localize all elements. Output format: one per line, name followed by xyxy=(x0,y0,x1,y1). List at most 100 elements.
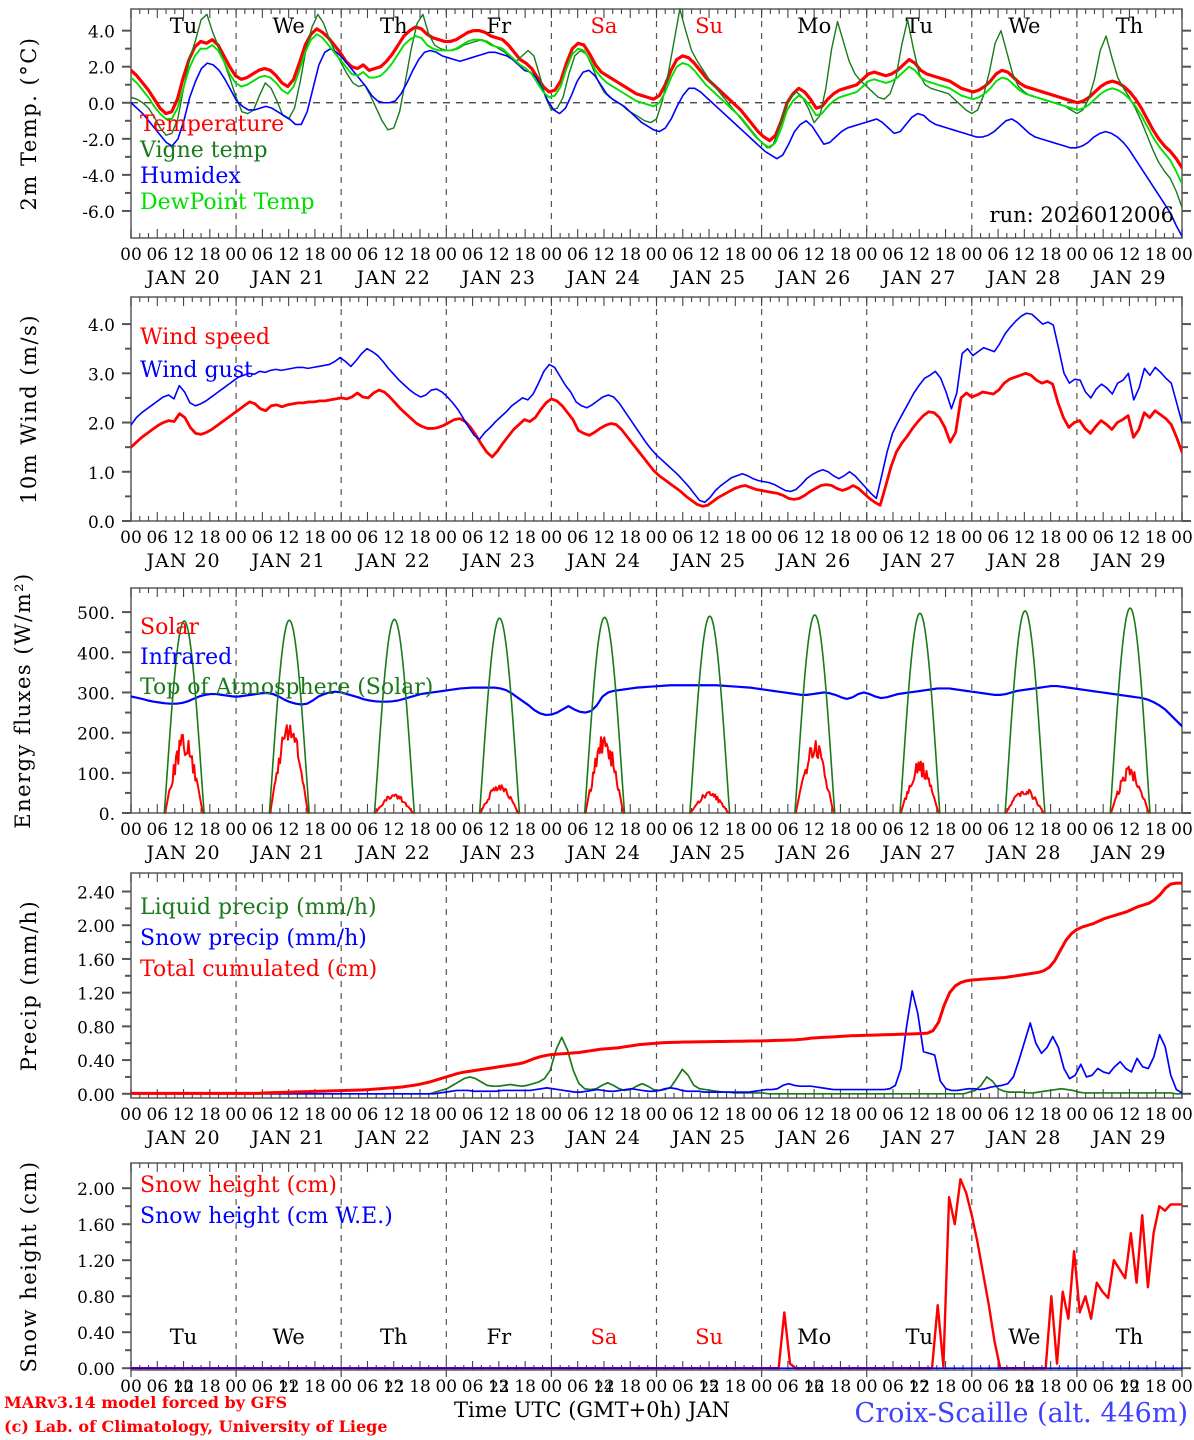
precip-legend-0: Liquid precip (mm/h) xyxy=(140,895,377,920)
x-hour-label: 00 xyxy=(435,528,457,548)
x-hour-label: 18 xyxy=(199,245,221,265)
x-hour-label: 06 xyxy=(252,528,274,548)
x-hour-label: 00 xyxy=(541,245,563,265)
x-hour-label: 00 xyxy=(541,820,563,840)
x-hour-label: 00 xyxy=(646,1105,668,1125)
x-hour-label: 00 xyxy=(751,528,773,548)
x-hour-label: 00 xyxy=(330,1377,352,1397)
x-hour-label: 06 xyxy=(357,245,379,265)
site-label: Croix-Scaille (alt. 446m) xyxy=(855,1398,1188,1429)
x-hour-label: 18 xyxy=(1145,528,1167,548)
x-day-label: JAN 26 xyxy=(775,842,851,864)
energy_fluxes-series-2-line xyxy=(163,607,1151,814)
snow_height-ytick-label: 0.00 xyxy=(77,1360,115,1380)
x-hour-label: 00 xyxy=(1066,245,1088,265)
temperature-legend-2: Humidex xyxy=(140,164,241,189)
x-hour-label: 18 xyxy=(514,528,536,548)
temperature-ytick-label: -6.0 xyxy=(82,203,115,223)
x-hour-label: 00 xyxy=(120,1105,142,1125)
dow-label-temp-4: Sa xyxy=(590,14,617,38)
x-day-label: JAN 21 xyxy=(250,550,326,572)
temperature-series-2-line xyxy=(131,47,1182,237)
x-hour-label: 06 xyxy=(146,1377,168,1397)
x-hour-label: 18 xyxy=(830,1105,852,1125)
x-hour-label: 06 xyxy=(357,820,379,840)
x-hour-label: 18 xyxy=(1040,820,1062,840)
x-hour-label: 18 xyxy=(199,1377,221,1397)
x-hour-label: 06 xyxy=(146,820,168,840)
x-hour-label: 06 xyxy=(777,1377,799,1397)
snow-day-number-2: 22 xyxy=(384,1378,403,1396)
snow_height-legend-0: Snow height (cm) xyxy=(140,1173,337,1198)
dow-label-snow-6: Mo xyxy=(797,1325,831,1349)
snow-day-number-9: 29 xyxy=(1120,1378,1139,1396)
x-day-label: JAN 22 xyxy=(355,842,431,864)
dow-label-snow-2: Th xyxy=(380,1325,408,1349)
snow_height-ytick-label: 0.80 xyxy=(77,1288,115,1308)
x-hour-label: 12 xyxy=(593,528,615,548)
wind-ytick-label: 3.0 xyxy=(88,365,115,385)
energy_fluxes-ytick-label: 500. xyxy=(77,604,115,624)
x-hour-label: 06 xyxy=(462,1377,484,1397)
x-day-label: JAN 25 xyxy=(670,267,746,289)
x-hour-label: 12 xyxy=(1119,528,1141,548)
energy_fluxes-ytick-label: 0. xyxy=(99,805,115,825)
temperature-legend-1: Vigne temp xyxy=(139,138,268,163)
x-hour-label: 00 xyxy=(856,528,878,548)
x-hour-label: 12 xyxy=(383,1105,405,1125)
x-hour-label: 18 xyxy=(619,528,641,548)
x-day-label: JAN 23 xyxy=(460,550,536,572)
x-hour-label: 12 xyxy=(1014,820,1036,840)
precip-legend-1: Snow precip (mm/h) xyxy=(140,926,367,951)
dow-label-temp-6: Mo xyxy=(797,14,831,38)
snow-day-number-4: 24 xyxy=(594,1378,613,1396)
x-hour-label: 18 xyxy=(1145,1377,1167,1397)
snow_height-ytick-label: 0.40 xyxy=(77,1324,115,1344)
x-hour-label: 12 xyxy=(698,1105,720,1125)
x-hour-label: 00 xyxy=(435,245,457,265)
x-hour-label: 00 xyxy=(646,528,668,548)
temperature-series-0-line xyxy=(131,25,1182,170)
temperature-ytick-label: 4.0 xyxy=(88,23,115,43)
x-hour-label: 12 xyxy=(383,245,405,265)
x-hour-label: 18 xyxy=(1145,1105,1167,1125)
x-hour-label: 06 xyxy=(672,245,694,265)
x-hour-label: 18 xyxy=(1040,528,1062,548)
x-hour-label: 18 xyxy=(619,245,641,265)
x-hour-label: 12 xyxy=(803,528,825,548)
x-day-label: JAN 25 xyxy=(670,1127,746,1149)
x-hour-label: 06 xyxy=(567,820,589,840)
x-hour-label: 00 xyxy=(541,1105,563,1125)
x-day-label: JAN 24 xyxy=(565,1127,641,1149)
x-hour-label: 18 xyxy=(199,1105,221,1125)
x-hour-label: 00 xyxy=(751,1377,773,1397)
x-hour-label: 18 xyxy=(619,1377,641,1397)
x-hour-label: 18 xyxy=(725,528,747,548)
x-hour-label: 06 xyxy=(987,1377,1009,1397)
x-hour-label: 18 xyxy=(409,820,431,840)
x-hour-label: 18 xyxy=(409,1105,431,1125)
x-hour-label: 06 xyxy=(882,528,904,548)
x-hour-label: 00 xyxy=(751,245,773,265)
x-hour-label: 00 xyxy=(541,1377,563,1397)
temperature-ytick-label: -2.0 xyxy=(82,131,115,151)
x-hour-label: 00 xyxy=(225,820,247,840)
snow_height-y-axis-label: Snow height (cm) xyxy=(17,1160,41,1372)
x-hour-label: 12 xyxy=(803,1377,825,1397)
x-hour-label: 00 xyxy=(1171,1105,1193,1125)
wind-series-1-line xyxy=(131,312,1182,504)
x-day-label: JAN 26 xyxy=(775,267,851,289)
x-day-label: JAN 25 xyxy=(670,550,746,572)
x-hour-label: 12 xyxy=(278,528,300,548)
x-hour-label: 12 xyxy=(698,245,720,265)
x-day-label: JAN 27 xyxy=(880,842,956,864)
precip-ytick-label: 1.60 xyxy=(77,951,115,971)
dow-label-snow-5: Su xyxy=(695,1325,723,1349)
x-hour-label: 00 xyxy=(961,1105,983,1125)
x-hour-label: 18 xyxy=(935,245,957,265)
x-hour-label: 06 xyxy=(357,1377,379,1397)
x-hour-label: 12 xyxy=(173,528,195,548)
x-hour-label: 00 xyxy=(120,1377,142,1397)
energy_fluxes-legend-0: Solar xyxy=(140,615,199,640)
x-hour-label: 12 xyxy=(1014,1377,1036,1397)
